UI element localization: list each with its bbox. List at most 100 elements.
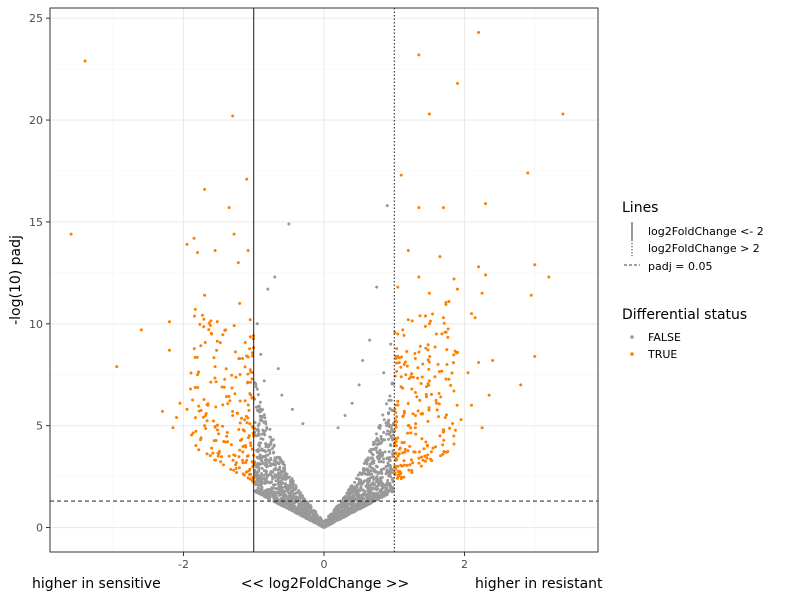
point-false <box>276 480 280 484</box>
point-true <box>241 461 245 465</box>
point-true <box>397 356 401 360</box>
point-false <box>370 460 374 464</box>
point-true <box>396 332 400 336</box>
point-false <box>391 438 395 442</box>
point-true <box>441 206 445 210</box>
point-false <box>375 450 379 454</box>
point-false <box>372 482 376 486</box>
point-false <box>290 494 294 498</box>
point-true <box>413 352 417 356</box>
point-true <box>232 453 236 457</box>
point-false <box>273 475 277 479</box>
point-true <box>238 448 242 452</box>
point-true <box>215 348 219 352</box>
point-false <box>259 417 263 421</box>
point-false <box>263 416 267 420</box>
point-false <box>268 481 272 485</box>
point-true <box>438 255 442 259</box>
point-true <box>409 426 413 430</box>
point-true <box>434 398 438 402</box>
points-true-series <box>69 30 565 484</box>
point-true <box>424 440 428 444</box>
point-false <box>266 458 270 462</box>
point-true <box>444 450 448 454</box>
point-false <box>382 485 386 489</box>
point-false <box>332 513 336 517</box>
point-true <box>438 434 442 438</box>
point-false <box>258 407 262 411</box>
point-true <box>213 376 217 380</box>
point-true <box>452 442 456 446</box>
point-true <box>209 380 213 384</box>
point-true <box>452 353 456 357</box>
point-false <box>339 499 343 503</box>
point-false <box>368 450 372 454</box>
point-false <box>390 382 394 386</box>
point-false <box>286 497 290 501</box>
point-true <box>229 443 233 447</box>
point-false <box>390 427 394 431</box>
point-true <box>533 354 537 358</box>
point-true <box>418 398 422 402</box>
point-false <box>255 322 259 326</box>
point-true <box>424 314 428 318</box>
point-true <box>430 459 434 463</box>
point-false <box>264 445 268 449</box>
point-false <box>270 493 274 497</box>
point-true <box>421 362 425 366</box>
point-true <box>442 429 446 433</box>
point-false <box>385 468 389 472</box>
point-false <box>373 470 377 474</box>
point-true <box>221 463 225 467</box>
point-true <box>426 358 430 362</box>
point-true <box>418 314 422 318</box>
point-false <box>270 447 274 451</box>
point-false <box>353 491 357 495</box>
point-false <box>299 503 303 507</box>
point-false <box>272 468 276 472</box>
point-false <box>266 443 270 447</box>
point-true <box>413 414 417 418</box>
point-true <box>233 350 237 354</box>
point-true <box>232 468 236 472</box>
point-true <box>407 424 411 428</box>
point-true <box>406 318 410 322</box>
legend-status-title: Differential status <box>622 307 747 323</box>
point-false <box>260 466 264 470</box>
point-false <box>271 483 275 487</box>
point-false <box>372 468 376 472</box>
point-true <box>405 463 409 467</box>
point-false <box>350 504 354 508</box>
point-true <box>227 206 231 210</box>
point-false <box>382 467 386 471</box>
point-false <box>270 438 274 442</box>
point-false <box>255 478 259 482</box>
point-false <box>377 482 381 486</box>
point-true <box>404 373 408 377</box>
point-false <box>263 433 267 437</box>
point-true <box>193 307 197 311</box>
point-false <box>369 466 373 470</box>
point-true <box>234 466 238 470</box>
point-false <box>383 450 387 454</box>
point-true <box>210 446 214 450</box>
point-true <box>214 405 218 409</box>
point-false <box>283 472 287 476</box>
point-false <box>387 432 391 436</box>
point-false <box>280 493 284 497</box>
point-false <box>281 460 285 464</box>
point-true <box>429 450 433 454</box>
point-true <box>393 407 397 411</box>
point-false <box>350 501 354 505</box>
point-false <box>323 523 327 527</box>
point-true <box>245 177 249 181</box>
point-true <box>396 464 400 468</box>
legend-lines-label-2: log2FoldChange > 2 <box>648 242 760 255</box>
point-true <box>197 404 201 408</box>
point-false <box>284 477 288 481</box>
point-false <box>356 483 360 487</box>
point-true <box>244 461 248 465</box>
point-true <box>423 324 427 328</box>
point-false <box>375 285 379 289</box>
point-true <box>484 202 488 206</box>
